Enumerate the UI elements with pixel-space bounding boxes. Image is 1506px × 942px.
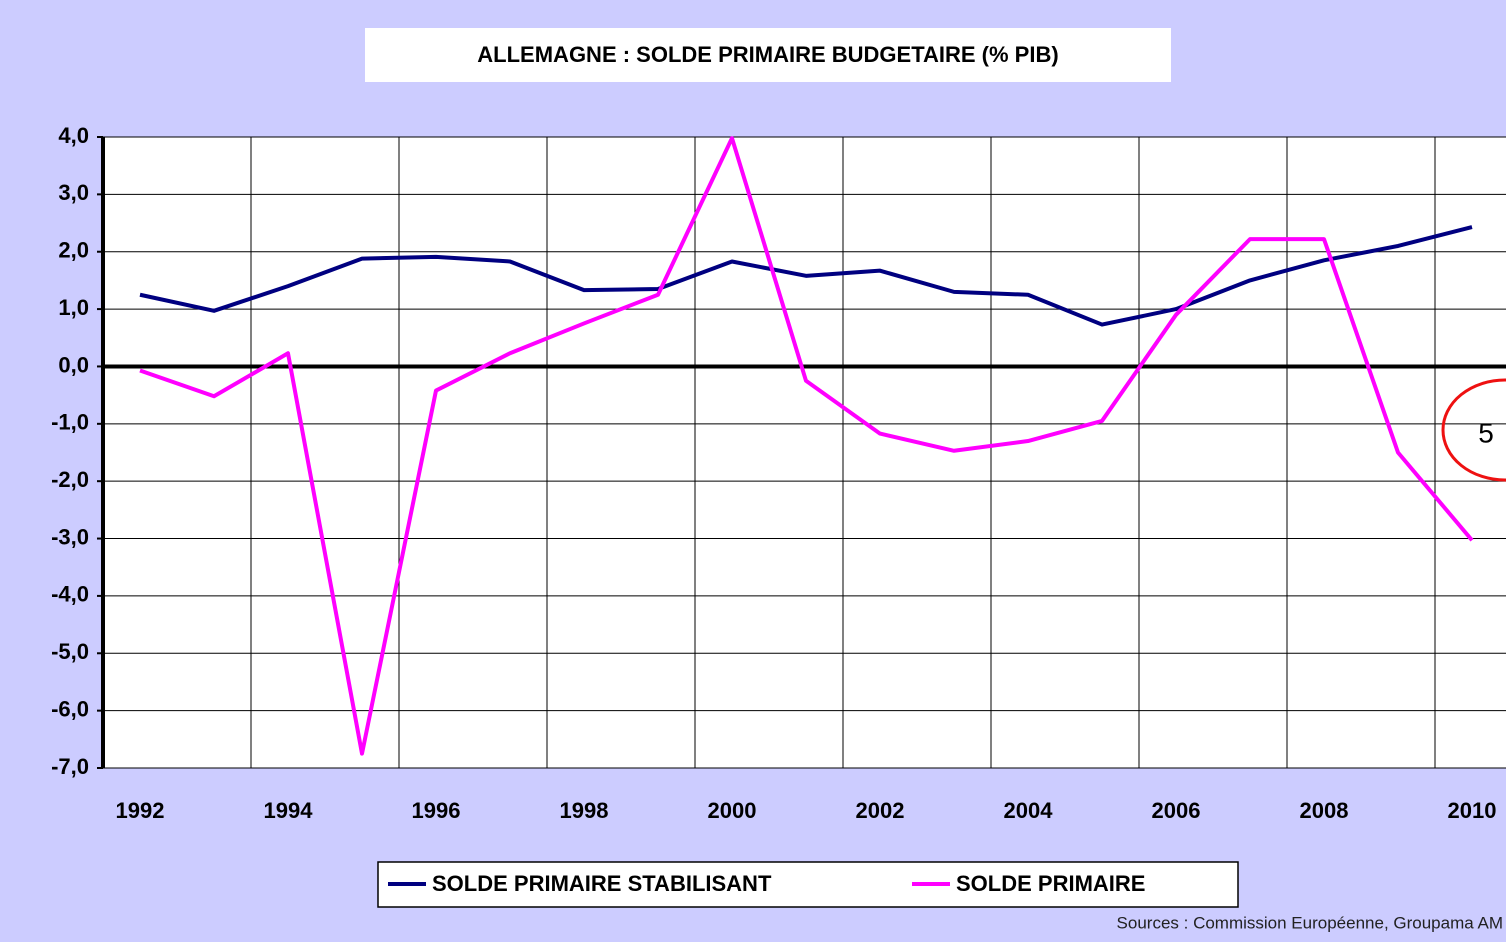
chart-title: ALLEMAGNE : SOLDE PRIMAIRE BUDGETAIRE (%… [477, 42, 1058, 67]
x-tick-label: 2000 [708, 798, 757, 823]
y-tick-label: -4,0 [51, 582, 89, 607]
y-tick-label: 3,0 [58, 180, 89, 205]
annotation-ellipse [1441, 378, 1506, 482]
y-tick-label: -2,0 [51, 467, 89, 492]
series-line [139, 136, 1474, 756]
x-tick-label: 1994 [264, 798, 314, 823]
y-tick-label: -1,0 [51, 410, 89, 435]
x-tick-label: 2002 [856, 798, 905, 823]
title-box [365, 28, 1171, 82]
x-tick-label: 2008 [1300, 798, 1349, 823]
y-tick-label: -3,0 [51, 524, 89, 549]
y-tick-label: -6,0 [51, 696, 89, 721]
legend [377, 861, 1239, 908]
series-line [139, 225, 1473, 327]
x-tick-label: 2010 [1448, 798, 1497, 823]
plot-area [103, 137, 1506, 768]
y-tick-label: 4,0 [58, 123, 89, 148]
x-tick-label: 1998 [560, 798, 609, 823]
y-tick-label: 2,0 [58, 238, 89, 263]
y-tick-label: 1,0 [58, 295, 89, 320]
source: Sources : Commission Européenne, Groupam… [1117, 913, 1503, 932]
x-tick-label: 2006 [1152, 798, 1201, 823]
y-tick-label: -7,0 [51, 754, 89, 779]
x-tick-label: 1996 [412, 798, 461, 823]
annotation: 5 [1478, 417, 1494, 448]
legend-label: SOLDE PRIMAIRE [956, 871, 1145, 896]
x-tick-label: 2004 [1004, 798, 1054, 823]
y-tick-label: -5,0 [51, 639, 89, 664]
x-tick-label: 1992 [116, 798, 165, 823]
legend-label: SOLDE PRIMAIRE STABILISANT [432, 871, 772, 896]
y-tick-label: 0,0 [58, 352, 89, 377]
